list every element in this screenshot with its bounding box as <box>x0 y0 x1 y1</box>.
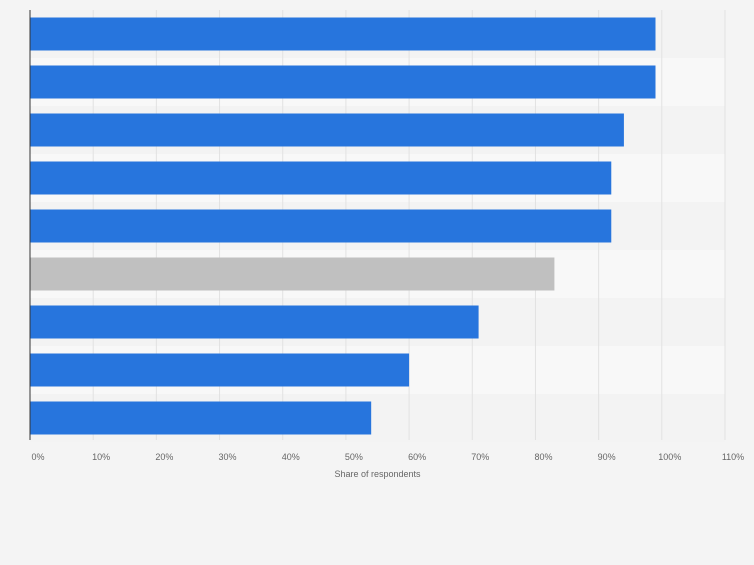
bar[interactable] <box>30 113 624 147</box>
x-tick-label: 20% <box>155 452 173 462</box>
bar[interactable] <box>30 401 372 435</box>
bar[interactable] <box>30 353 410 387</box>
x-tick-label: 80% <box>534 452 552 462</box>
bar[interactable] <box>30 257 555 291</box>
x-tick-labels: 0% 10% 20% 30% 40% 50% 60% 70% 80% 90% 100% 110% <box>31 452 744 462</box>
x-tick-label: 60% <box>408 452 426 462</box>
x-axis-title: Share of respondents <box>334 469 421 479</box>
x-tick-label: 110% <box>722 452 744 462</box>
bars <box>30 17 656 435</box>
bar[interactable] <box>30 65 656 99</box>
bar[interactable] <box>30 161 612 195</box>
x-tick-label: 10% <box>92 452 110 462</box>
x-tick-label: 0% <box>31 452 44 462</box>
x-tick-label: 30% <box>219 452 237 462</box>
x-tick-label: 50% <box>345 452 363 462</box>
bar[interactable] <box>30 305 479 339</box>
x-tick-label: 100% <box>658 452 681 462</box>
x-tick-label: 70% <box>471 452 489 462</box>
x-tick-label: 40% <box>282 452 300 462</box>
bar[interactable] <box>30 209 612 243</box>
bar[interactable] <box>30 17 656 51</box>
x-tick-label: 90% <box>598 452 616 462</box>
